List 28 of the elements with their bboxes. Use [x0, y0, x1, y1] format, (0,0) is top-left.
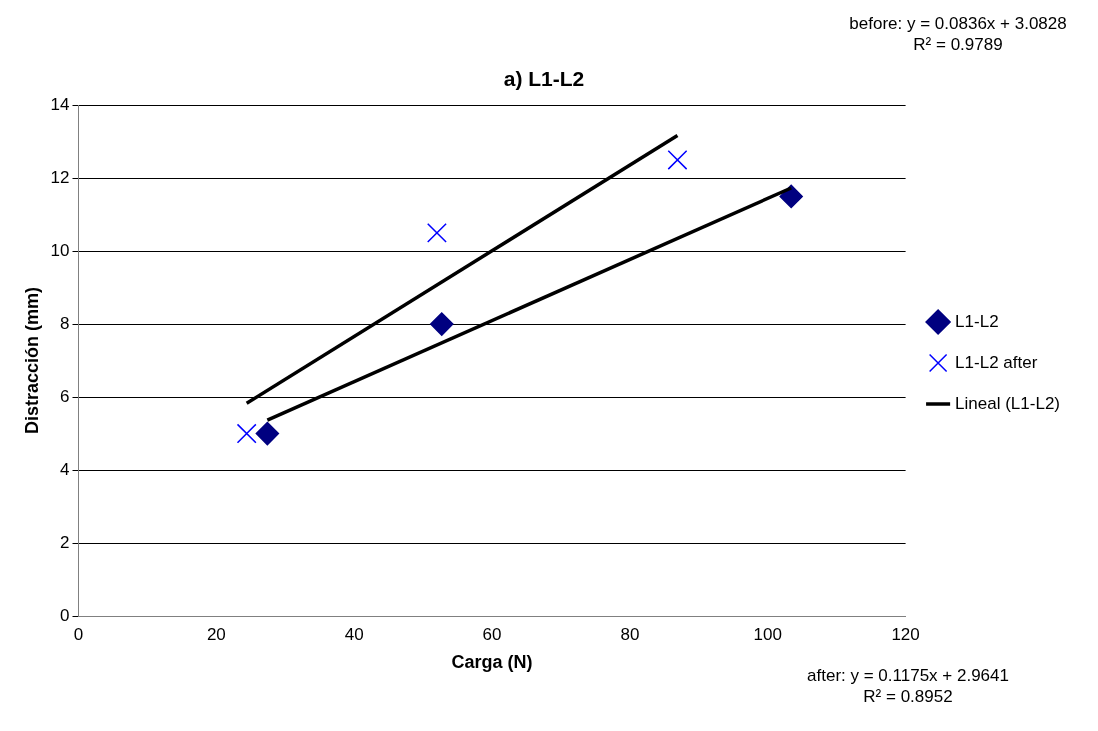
- chart-title: a) L1-L2: [503, 67, 585, 91]
- y-tick-label: 12: [50, 167, 70, 187]
- point: [429, 312, 454, 336]
- x-axis-title: Carga (N): [451, 652, 533, 673]
- point: [667, 149, 688, 170]
- y-tick-label: 14: [50, 94, 70, 114]
- legend-label: Lineal (L1-L2): [955, 393, 1061, 413]
- y-tick-label: 2: [60, 532, 70, 552]
- y-tick-label: 8: [60, 313, 70, 333]
- y-axis-title: Distracción (mm): [21, 287, 42, 435]
- legend-label: L1-L2 after: [955, 352, 1038, 372]
- point: [426, 222, 447, 243]
- y-tick-label: 4: [60, 459, 70, 479]
- x-tick-label: 0: [73, 624, 84, 644]
- x-tick-label: 80: [620, 624, 640, 644]
- y-tick-label: 6: [60, 386, 70, 406]
- text: after: y = 0.1175x + 2.9641 R² = 0.8952: [807, 666, 1009, 707]
- y-tick-label: 0: [60, 605, 70, 625]
- y-tick-label: 10: [50, 240, 70, 260]
- legend-label: L1-L2: [955, 311, 999, 331]
- point: [255, 421, 280, 446]
- text: before: y = 0.0836x + 3.0828 R² = 0.9789: [849, 14, 1067, 55]
- point: [236, 423, 257, 444]
- x-tick-label: 60: [482, 624, 502, 644]
- x-tick-label: 40: [344, 624, 364, 644]
- x-tick-label: 20: [206, 624, 226, 644]
- x-tick-label: 120: [891, 624, 920, 644]
- x-tick-label: 100: [753, 624, 782, 644]
